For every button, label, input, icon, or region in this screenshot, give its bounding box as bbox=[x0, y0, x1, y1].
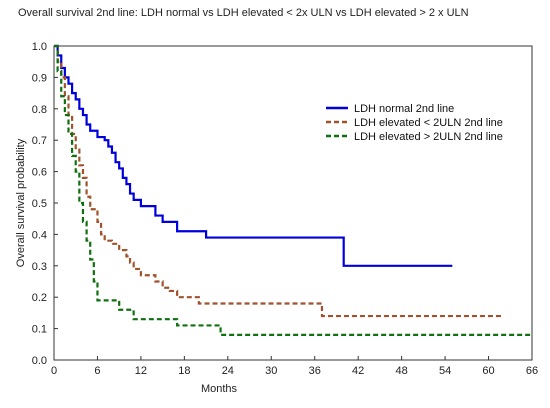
x-tick-label: 36 bbox=[309, 365, 321, 377]
legend-label: LDH normal 2nd line bbox=[354, 103, 454, 115]
y-axis: 0.0 0.1 0.2 0.3 0.4 0.5 0.6 0.7 0.8 0.9 1.0 bbox=[32, 41, 58, 367]
y-tick-label: 0.8 bbox=[32, 104, 47, 116]
y-tick-label: 0.6 bbox=[32, 167, 47, 179]
y-tick-label: 0.4 bbox=[32, 229, 47, 241]
x-tick-label: 30 bbox=[265, 365, 277, 377]
plot-frame bbox=[53, 45, 533, 361]
x-tick-label: 42 bbox=[352, 365, 364, 377]
x-tick-label: 6 bbox=[94, 365, 100, 377]
x-tick-label: 60 bbox=[482, 365, 494, 377]
x-tick-label: 66 bbox=[526, 365, 538, 377]
x-tick-label: 24 bbox=[222, 365, 234, 377]
legend-label: LDH elevated > 2ULN 2nd line bbox=[354, 131, 503, 143]
legend-label: LDH elevated < 2ULN 2nd line bbox=[354, 117, 503, 129]
x-tick-label: 0 bbox=[51, 365, 57, 377]
y-tick-label: 0.2 bbox=[32, 292, 47, 304]
x-axis: 0 6 12 18 24 30 36 42 48 54 60 66 bbox=[51, 356, 538, 377]
y-tick-label: 0.7 bbox=[32, 135, 47, 147]
x-axis-label: Months bbox=[201, 383, 238, 395]
series-line-3 bbox=[54, 44, 532, 336]
series-lines bbox=[54, 44, 532, 336]
y-tick-label: 0.1 bbox=[32, 324, 47, 336]
series-line-2 bbox=[54, 44, 504, 318]
x-tick-label: 48 bbox=[396, 365, 408, 377]
series-line-1 bbox=[54, 44, 453, 267]
chart-title: Overall survival 2nd line: LDH normal vs… bbox=[18, 7, 469, 19]
x-tick-label: 54 bbox=[439, 365, 451, 377]
legend: LDH normal 2nd line LDH elevated < 2ULN 2… bbox=[326, 103, 503, 143]
y-tick-label: 0.0 bbox=[32, 355, 47, 367]
x-tick-label: 18 bbox=[178, 365, 190, 377]
y-tick-label: 0.9 bbox=[32, 72, 47, 84]
y-tick-label: 0.3 bbox=[32, 261, 47, 273]
y-axis-label: Overall survival probability bbox=[15, 138, 27, 267]
y-tick-label: 1.0 bbox=[32, 41, 47, 53]
x-tick-label: 12 bbox=[135, 365, 147, 377]
y-tick-label: 0.5 bbox=[32, 198, 47, 210]
